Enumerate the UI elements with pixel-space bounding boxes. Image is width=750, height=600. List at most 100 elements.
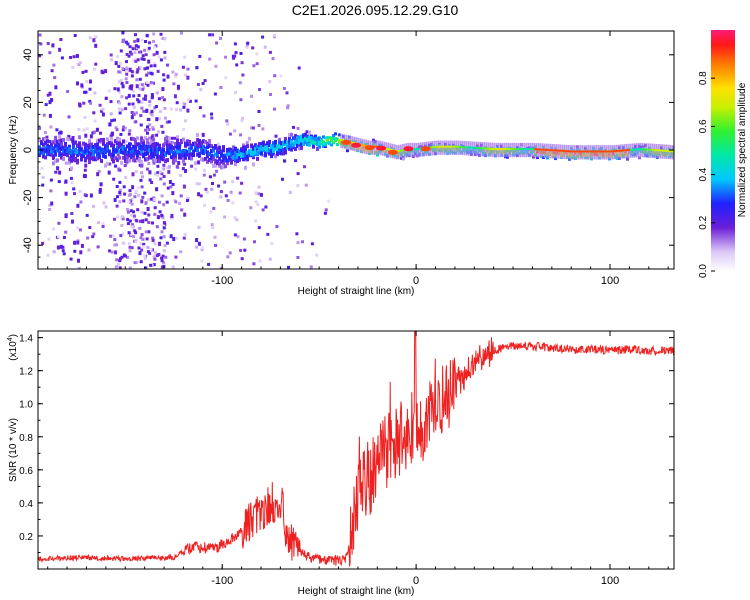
heatmap-noise-cell [78,61,82,65]
colorbar-tick-label: 0.8 [698,71,709,85]
heatmap-noise-cell [113,118,116,122]
heatmap-ridge-cell [160,149,163,154]
heatmap-noise-cell [80,144,84,148]
heatmap-noise-cell [256,203,260,206]
heatmap-noise-cell [172,82,176,86]
heatmap-ridge-cell [164,159,167,164]
heatmap-noise-cell [149,197,153,201]
heatmap-noise-cell [43,131,47,134]
heatmap-noise-cell [120,95,124,99]
heatmap-noise-cell [141,175,144,179]
heatmap-noise-cell [142,57,146,61]
heatmap-noise-cell [114,126,118,130]
heatmap-ridge-cell [236,148,239,153]
heatmap-noise-cell [161,216,165,220]
heatmap-ridge-cell [334,137,337,141]
heatmap-noise-cell [49,178,53,182]
heatmap-ridge-cell [256,151,259,156]
heatmap-noise-cell [127,102,131,106]
heatmap-ridge-cell [252,162,255,167]
heatmap-core-cell [618,149,621,152]
heatmap-noise-cell [138,163,142,167]
heatmap-noise-cell [202,169,206,172]
heatmap-ridge-cell [42,150,45,155]
colorbar-label: Normalized spectral amplitude [737,82,748,217]
heatmap-noise-cell [129,86,133,91]
heatmap-core-cell [638,148,641,151]
heatmap-ridge-cell [274,143,277,148]
heatmap-core-cell [400,149,403,152]
heatmap-ridge-cell [134,151,137,156]
heatmap-noise-cell [118,200,122,204]
heatmap-ridge-cell [166,147,169,152]
heatmap-core-cell [552,149,555,152]
heatmap-ridge-cell [260,147,263,152]
heatmap-noise-cell [179,250,183,254]
heatmap-core-cell [490,147,493,150]
heatmap-noise-cell [133,195,137,199]
heatmap-noise-cell [258,88,261,91]
heatmap-ridge-cell [74,157,77,161]
heatmap-noise-cell [139,178,143,182]
colorbar-tick-label: 0.6 [698,119,709,133]
heatmap-noise-cell [125,66,129,70]
heatmap-noise-cell [165,120,169,124]
heatmap-noise-cell [41,175,45,179]
heatmap-ridge-cell [278,137,281,142]
heatmap-noise-cell [161,87,165,92]
heatmap-ridge-cell [298,144,301,149]
heatmap-noise-cell [120,81,124,85]
heatmap-ridge-cell [260,151,263,156]
heatmap-noise-cell [296,127,300,130]
heatmap-ridge-cell [186,142,189,147]
snr-multiplier: (x104) [7,334,19,361]
heatmap-noise-cell [83,193,87,197]
heatmap-core-cell [470,146,473,149]
heatmap-ridge-cell [52,140,55,145]
heatmap-noise-cell [178,201,181,205]
heatmap-noise-cell [127,242,131,246]
heatmap-noise-cell [123,192,127,196]
heatmap-noise-cell [144,218,148,222]
colorbar-ticks: 0.00.20.40.60.8 [698,71,715,278]
heatmap-noise-cell [115,243,119,247]
heatmap-noise-cell [56,245,60,250]
heatmap-noise-cell [71,139,75,144]
heatmap-noise-cell [164,255,168,259]
heatmap-noise-cell [128,266,132,269]
heatmap-ridge-cell [134,158,137,163]
heatmap-ridge-cell [68,150,71,155]
heatmap-noise-cell [240,61,244,65]
heatmap-core-cell [544,148,547,151]
heatmap-noise-cell [70,212,74,215]
heatmap-noise-cell [114,164,117,168]
heatmap-noise-cell [148,142,152,146]
heatmap-core-cell [386,147,389,150]
heatmap-core-cell [484,147,487,150]
heatmap-ridge-cell [98,138,101,143]
heatmap-noise-cell [130,52,134,56]
heatmap-noise-cell [73,192,76,196]
heatmap-ridge-cell [92,145,95,150]
heatmap-noise-cell [157,253,161,256]
heatmap-ridge-cell [272,141,275,146]
heatmap-noise-cell [69,257,73,261]
heatmap-ridge-cell [98,149,101,154]
heatmap-ridge-cell [168,151,171,156]
heatmap-noise-cell [148,41,151,45]
heatmap-ridge-cell [140,160,143,165]
heatmap-ridge-cell [302,137,305,142]
heatmap-core-cell [660,149,663,152]
heatmap-ridge-cell [128,158,131,163]
heatmap-noise-cell [48,51,52,55]
heatmap-ridge-cell [84,149,87,154]
heatmap-noise-cell [294,159,298,163]
heatmap-noise-cell [257,226,261,230]
heatmap-ridge-cell [198,143,201,148]
heatmap-noise-cell [257,192,261,196]
heatmap-noise-cell [288,190,292,194]
heatmap-ridge-cell [332,137,335,141]
heatmap-ridge-cell [96,152,99,157]
heatmap-noise-cell [140,248,144,252]
